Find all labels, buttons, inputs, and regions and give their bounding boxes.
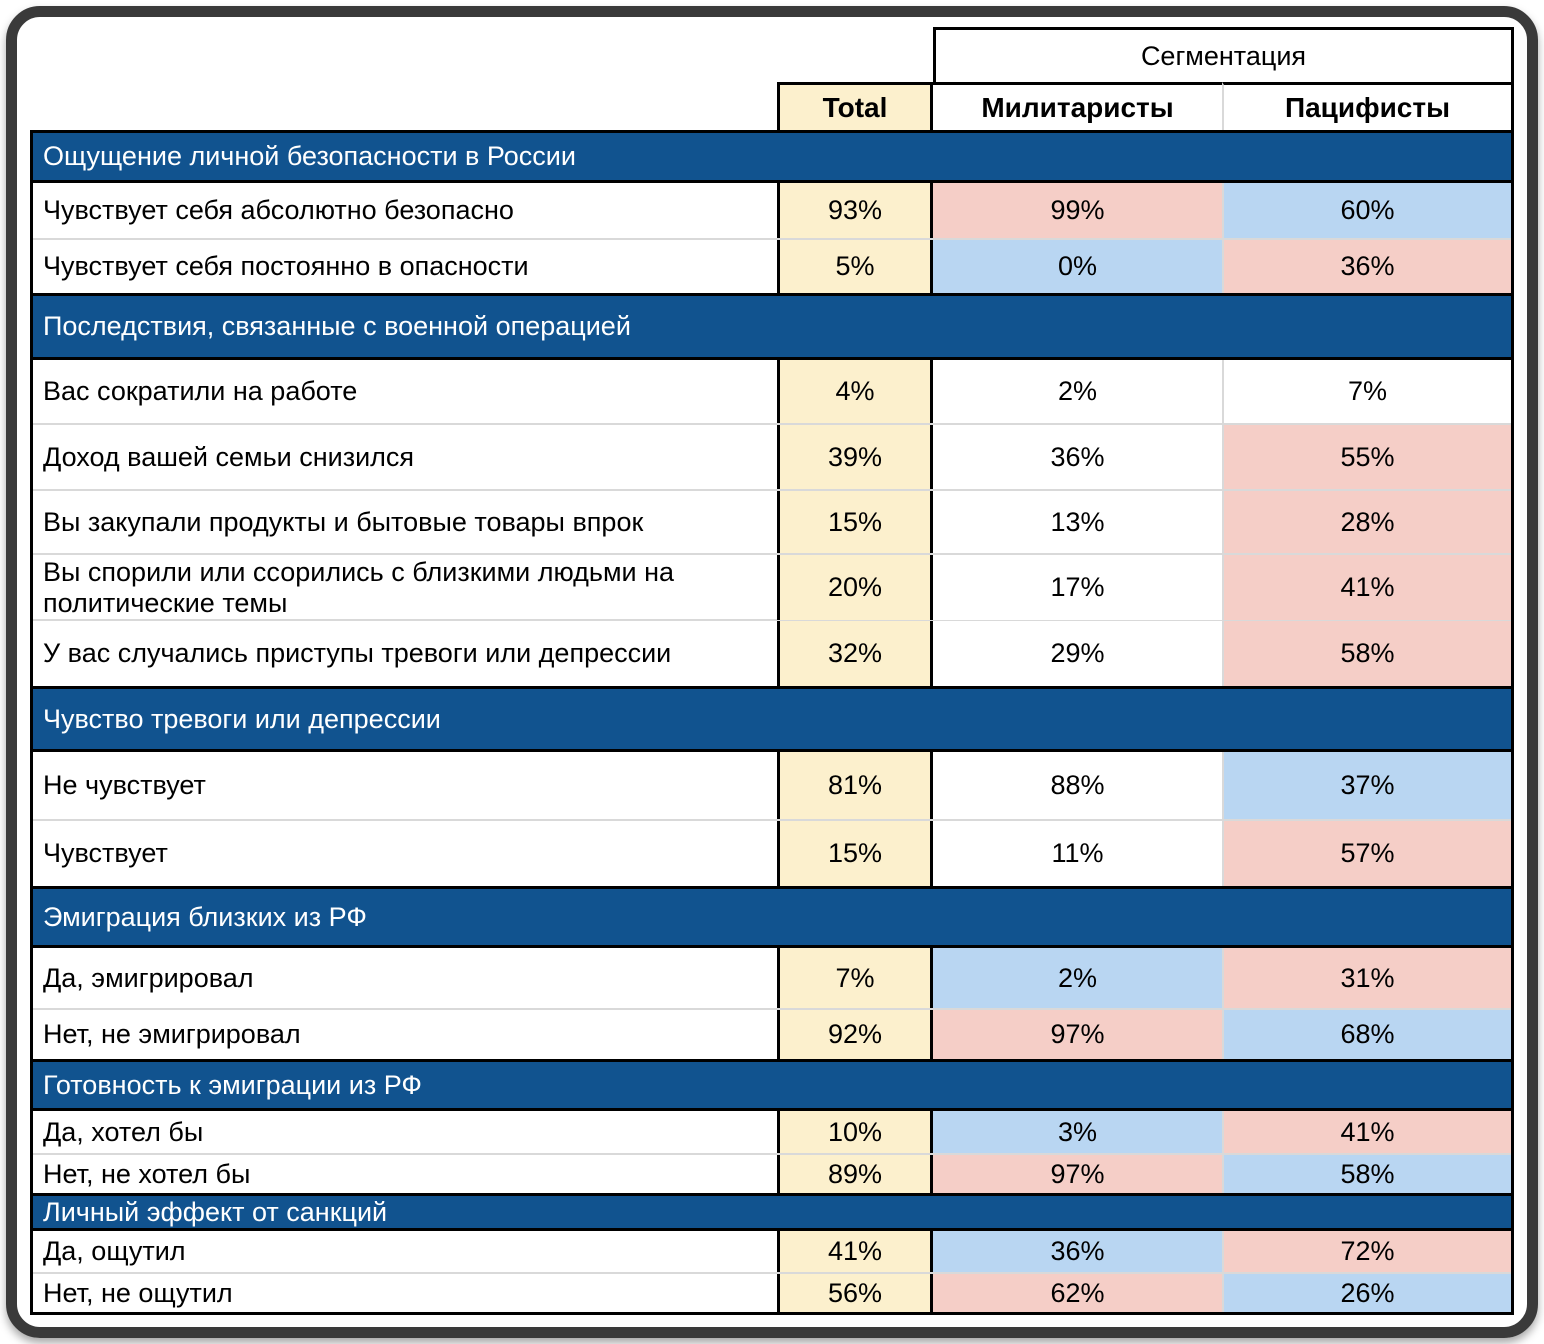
- table-row: Нет, не хотел бы 89% 97% 58%: [33, 1153, 1511, 1193]
- table-row: Вас сократили на работе 4% 2% 7%: [33, 360, 1511, 423]
- pacifists-cell: 7%: [1222, 360, 1511, 423]
- militarists-cell: 0%: [933, 240, 1222, 293]
- pacifists-cell: 31%: [1222, 948, 1511, 1008]
- pacifists-cell: 28%: [1222, 491, 1511, 553]
- militarists-cell: 2%: [933, 360, 1222, 423]
- section-header-consequences: Последствия, связанные с военной операци…: [33, 293, 1511, 360]
- militarists-cell: 13%: [933, 491, 1222, 553]
- total-cell: 81%: [777, 752, 933, 819]
- segmentation-header-cell: Сегментация: [933, 27, 1514, 82]
- total-cell: 56%: [777, 1274, 933, 1312]
- militarists-cell: 99%: [933, 183, 1222, 238]
- row-label: Вы спорили или ссорились с близкими людь…: [43, 557, 675, 618]
- pacifists-cell: 60%: [1222, 183, 1511, 238]
- pacifists-cell: 41%: [1222, 1111, 1511, 1153]
- total-cell: 89%: [777, 1155, 933, 1193]
- row-label: Не чувствует: [43, 770, 206, 801]
- table-row: Да, эмигрировал 7% 2% 31%: [33, 948, 1511, 1008]
- table-body: Ощущение личной безопасности в России Чу…: [30, 130, 1514, 1315]
- column-header-militarists: Милитаристы: [933, 82, 1222, 130]
- table-row: Нет, не эмигрировал 92% 97% 68%: [33, 1008, 1511, 1059]
- column-header-pacifists: Пацифисты: [1222, 82, 1514, 130]
- pacifists-cell: 72%: [1222, 1231, 1511, 1272]
- table-row: Вы закупали продукты и бытовые товары вп…: [33, 489, 1511, 553]
- militarists-cell: 17%: [933, 555, 1222, 620]
- row-label: Чувствует себя постоянно в опасности: [43, 251, 529, 282]
- pacifists-cell: 37%: [1222, 752, 1511, 819]
- row-label: Нет, не хотел бы: [43, 1158, 251, 1189]
- segmentation-header-row: Сегментация: [30, 27, 1514, 82]
- militarists-cell: 29%: [933, 621, 1222, 686]
- row-label: Да, хотел бы: [43, 1116, 204, 1147]
- pacifists-cell: 36%: [1222, 240, 1511, 293]
- row-label: Вы закупали продукты и бытовые товары вп…: [43, 506, 644, 537]
- total-cell: 15%: [777, 491, 933, 553]
- row-label: Да, ощутил: [43, 1236, 186, 1267]
- militarists-cell: 62%: [933, 1274, 1222, 1312]
- pacifists-cell: 41%: [1222, 555, 1511, 620]
- total-cell: 92%: [777, 1010, 933, 1059]
- pacifists-cell: 58%: [1222, 1155, 1511, 1193]
- militarists-cell: 97%: [933, 1155, 1222, 1193]
- section-header-emigration-family: Эмиграция близких из РФ: [33, 886, 1511, 948]
- militarists-cell: 2%: [933, 948, 1222, 1008]
- total-cell: 4%: [777, 360, 933, 423]
- total-cell: 5%: [777, 240, 933, 293]
- section-header-emigration-readiness: Готовность к эмиграции из РФ: [33, 1059, 1511, 1111]
- table-row: Не чувствует 81% 88% 37%: [33, 752, 1511, 819]
- total-cell: 93%: [777, 183, 933, 238]
- row-label: У вас случались приступы тревоги или деп…: [43, 638, 672, 669]
- table-row: Чувствует себя постоянно в опасности 5% …: [33, 238, 1511, 293]
- table-row: Да, хотел бы 10% 3% 41%: [33, 1111, 1511, 1153]
- header-spacer: [30, 82, 777, 130]
- row-label: Вас сократили на работе: [43, 376, 358, 407]
- militarists-cell: 3%: [933, 1111, 1222, 1153]
- row-label: Доход вашей семьи снизился: [43, 441, 415, 472]
- pacifists-cell: 55%: [1222, 425, 1511, 489]
- header-spacer: [30, 27, 933, 82]
- total-cell: 32%: [777, 621, 933, 686]
- row-label: Чувствует: [43, 838, 168, 869]
- segmentation-table: Сегментация Total Милитаристы Пацифисты …: [30, 27, 1514, 1315]
- total-cell: 7%: [777, 948, 933, 1008]
- column-header-total: Total: [777, 82, 933, 130]
- pacifists-cell: 68%: [1222, 1010, 1511, 1059]
- table-row: У вас случались приступы тревоги или деп…: [33, 619, 1511, 686]
- row-label: Чувствует себя абсолютно безопасно: [43, 195, 514, 226]
- militarists-cell: 11%: [933, 821, 1222, 886]
- total-cell: 15%: [777, 821, 933, 886]
- row-label: Да, эмигрировал: [43, 962, 254, 993]
- pacifists-cell: 57%: [1222, 821, 1511, 886]
- total-cell: 20%: [777, 555, 933, 620]
- pacifists-cell: 58%: [1222, 621, 1511, 686]
- section-header-safety: Ощущение личной безопасности в России: [33, 130, 1511, 183]
- total-cell: 39%: [777, 425, 933, 489]
- section-header-sanctions: Личный эффект от санкций: [33, 1193, 1511, 1231]
- table-row: Чувствует себя абсолютно безопасно 93% 9…: [33, 183, 1511, 238]
- table-row: Вы спорили или ссорились с близкими людь…: [33, 553, 1511, 620]
- table-row: Да, ощутил 41% 36% 72%: [33, 1231, 1511, 1272]
- militarists-cell: 97%: [933, 1010, 1222, 1059]
- militarists-cell: 88%: [933, 752, 1222, 819]
- table-row: Чувствует 15% 11% 57%: [33, 819, 1511, 886]
- table-row: Нет, не ощутил 56% 62% 26%: [33, 1272, 1511, 1312]
- total-cell: 10%: [777, 1111, 933, 1153]
- section-header-anxiety: Чувство тревоги или депрессии: [33, 686, 1511, 752]
- column-header-row: Total Милитаристы Пацифисты: [30, 82, 1514, 130]
- pacifists-cell: 26%: [1222, 1274, 1511, 1312]
- total-cell: 41%: [777, 1231, 933, 1272]
- militarists-cell: 36%: [933, 425, 1222, 489]
- row-label: Нет, не эмигрировал: [43, 1019, 301, 1050]
- row-label: Нет, не ощутил: [43, 1277, 233, 1308]
- militarists-cell: 36%: [933, 1231, 1222, 1272]
- table-row: Доход вашей семьи снизился 39% 36% 55%: [33, 423, 1511, 489]
